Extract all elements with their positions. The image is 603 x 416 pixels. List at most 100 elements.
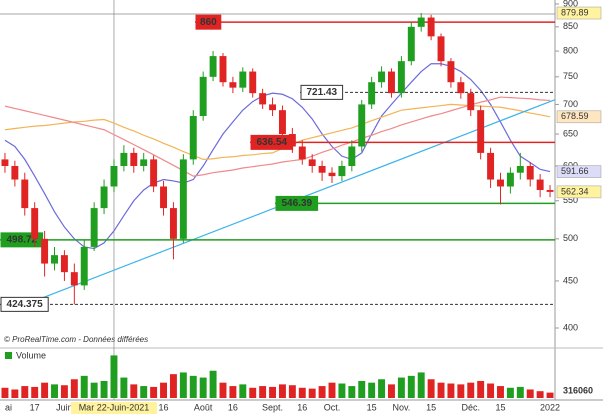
price-marker-box bbox=[556, 110, 602, 124]
candle-body bbox=[328, 172, 336, 177]
candle-body bbox=[536, 179, 544, 191]
volume-bar bbox=[447, 383, 455, 398]
x-tick-label: 16 bbox=[297, 402, 307, 412]
volume-bar bbox=[51, 384, 58, 398]
volume-bar bbox=[209, 370, 217, 398]
candle-body bbox=[546, 190, 554, 192]
candle-body bbox=[467, 93, 475, 111]
y-tick-label: 700 bbox=[563, 99, 578, 109]
y-tick-label: 500 bbox=[563, 233, 578, 243]
candle-body bbox=[526, 166, 534, 180]
volume-bar bbox=[467, 382, 475, 398]
candle-body bbox=[51, 255, 58, 264]
candle-body bbox=[298, 146, 306, 160]
volume-bar bbox=[437, 382, 445, 398]
x-tick-label: Sept. bbox=[262, 402, 283, 412]
volume-bar bbox=[21, 386, 29, 398]
x-tick-label: ai bbox=[5, 402, 12, 412]
candle-body bbox=[338, 166, 346, 177]
volume-bar bbox=[318, 386, 326, 398]
x-tick-label: Nov. bbox=[392, 402, 410, 412]
level-label-box bbox=[0, 296, 49, 312]
candle-body bbox=[477, 110, 485, 153]
x-tick-label: 15 bbox=[426, 402, 436, 412]
price-marker-label: 591.66 bbox=[561, 166, 589, 176]
level-label: 498.72 bbox=[7, 235, 38, 246]
y-tick-label: 650 bbox=[563, 128, 578, 138]
candle-body bbox=[288, 134, 296, 147]
volume-bar bbox=[536, 391, 544, 398]
candle-body bbox=[388, 71, 395, 94]
x-tick-label: 15 bbox=[367, 402, 377, 412]
volume-bar bbox=[31, 386, 39, 398]
volume-bar bbox=[288, 385, 296, 398]
candle-body bbox=[150, 159, 158, 187]
x-tick-label: 16 bbox=[228, 402, 238, 412]
level-label-box bbox=[300, 84, 344, 100]
candle-body bbox=[437, 36, 445, 62]
volume-bar bbox=[328, 382, 336, 398]
candle-body bbox=[427, 17, 435, 37]
volume-bar bbox=[90, 382, 98, 398]
price-marker-box bbox=[556, 185, 602, 199]
volume-bar bbox=[229, 386, 237, 398]
volume-bar bbox=[189, 375, 197, 398]
x-tick-label: Août bbox=[194, 402, 213, 412]
volume-bar bbox=[160, 382, 167, 398]
crosshair-label-box bbox=[70, 402, 157, 414]
candle-body bbox=[130, 152, 138, 166]
y-tick-label: 750 bbox=[563, 71, 578, 81]
level-label: 860 bbox=[200, 17, 217, 28]
candle-body bbox=[417, 17, 425, 27]
candle-body bbox=[90, 208, 98, 247]
volume-bar bbox=[397, 377, 405, 398]
volume-bar bbox=[150, 386, 158, 398]
x-tick-label: 15 bbox=[495, 402, 505, 412]
volume-bar bbox=[457, 384, 465, 398]
volume-bar bbox=[110, 355, 118, 398]
level-label-box bbox=[195, 14, 222, 30]
candle-body bbox=[457, 82, 465, 94]
volume-bar bbox=[80, 375, 88, 398]
volume-bar bbox=[348, 386, 356, 398]
candle-body bbox=[358, 104, 366, 147]
price-marker-box bbox=[556, 6, 602, 20]
volume-bar bbox=[368, 382, 376, 398]
candle-body bbox=[516, 166, 524, 173]
candle-body bbox=[140, 159, 148, 166]
volume-bar bbox=[427, 379, 435, 398]
candle-body bbox=[100, 186, 108, 209]
candle-body bbox=[11, 166, 19, 180]
volume-bar bbox=[11, 389, 19, 398]
candle-body bbox=[189, 115, 197, 160]
volume-bar bbox=[417, 372, 425, 398]
volume-bar bbox=[60, 385, 68, 398]
volume-bar bbox=[120, 377, 128, 398]
candle-body bbox=[219, 56, 227, 83]
volume-bar bbox=[140, 386, 148, 398]
volume-bar bbox=[169, 374, 177, 398]
candle-body bbox=[487, 152, 495, 180]
y-tick-label: 450 bbox=[563, 275, 578, 285]
volume-bar bbox=[219, 382, 227, 398]
candle-body bbox=[318, 166, 326, 173]
candle-body bbox=[378, 71, 386, 83]
legend-icon bbox=[5, 352, 12, 359]
volume-bar bbox=[477, 380, 485, 398]
candle-body bbox=[397, 61, 405, 94]
volume-bar bbox=[269, 386, 277, 398]
price-marker-label: 562.34 bbox=[561, 186, 589, 196]
x-tick-label: Déc. bbox=[462, 402, 481, 412]
volume-bar bbox=[130, 384, 138, 398]
volume-bar bbox=[70, 379, 78, 398]
level-label-box bbox=[275, 195, 319, 211]
volume-bar bbox=[308, 388, 316, 398]
candle-body bbox=[506, 172, 514, 187]
volume-last-label: 316060 bbox=[563, 385, 593, 395]
candle-body bbox=[179, 159, 187, 239]
moving-average bbox=[4, 96, 551, 177]
candle-body bbox=[497, 179, 504, 187]
candle-body bbox=[31, 208, 39, 239]
volume-bar bbox=[239, 384, 247, 398]
